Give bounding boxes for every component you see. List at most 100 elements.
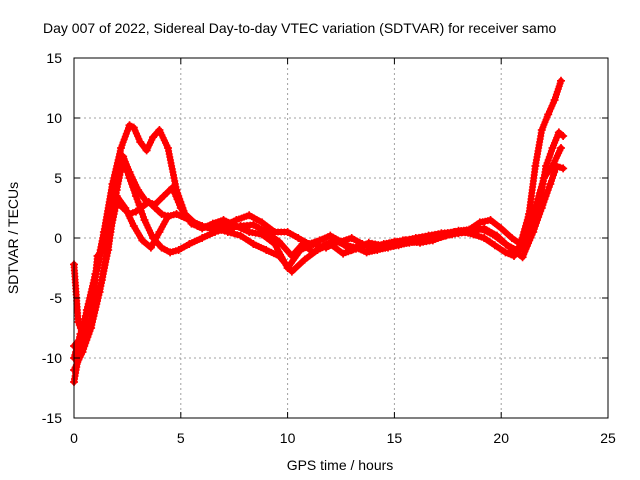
data-point [249,240,258,248]
data-point [467,228,476,236]
data-point [176,204,185,212]
data-point [257,218,266,227]
data-point [546,180,555,188]
x-tick-label: 0 [70,430,78,446]
data-point [97,276,106,284]
data-point [185,240,194,248]
data-point [339,249,348,258]
data-point [287,267,296,276]
data-point [134,186,143,194]
data-point [270,240,279,248]
data-point [245,211,254,220]
data-point [232,222,241,230]
data-point [294,234,303,242]
data-point [129,222,138,230]
data-point [129,123,138,132]
data-point [480,234,489,242]
data-point [507,234,516,242]
data-point [116,144,125,152]
data-point [151,204,160,212]
data-point [544,110,553,119]
data-point [74,318,83,326]
y-tick-label: 0 [54,230,62,246]
data-point [168,183,177,192]
y-tick-label: 15 [46,50,62,66]
data-point [300,255,309,264]
data-point [142,146,151,155]
data-point [537,126,546,134]
data-point [119,204,128,212]
data-point [416,238,425,247]
data-point [149,133,158,142]
data-point [557,76,566,85]
y-tick-label: 5 [54,170,62,186]
data-point [326,231,335,240]
data-point [157,210,166,218]
data-point [138,236,147,245]
data-point [245,228,254,236]
data-point [351,244,360,253]
data-point [480,224,489,233]
data-point [486,216,495,224]
data-point [364,238,373,247]
data-point [559,132,568,140]
data-point [236,231,245,240]
series-track-e [70,198,172,344]
data-point [552,162,561,170]
data-point [166,248,175,257]
data-point [106,228,115,236]
data-point [125,210,134,218]
data-point [125,121,134,130]
y-tick-label: -5 [50,290,63,306]
data-point [155,126,164,134]
data-point [155,228,164,236]
data-point [347,234,356,242]
data-point [377,241,386,250]
data-point [99,246,108,254]
axis-ticks: 0 5 10 15 20 25 -15 -10 -5 0 5 10 15 [42,50,616,446]
data-point [490,241,499,250]
data-point [93,252,102,260]
data-point [518,253,527,262]
y-tick-label: -10 [42,350,62,366]
data-point [283,228,292,236]
data-point [163,144,172,152]
data-point [87,318,96,326]
data-point [174,246,183,254]
data-point [497,224,506,233]
data-point [262,246,271,254]
data-point [548,144,557,152]
chart-title: Day 007 of 2022, Sidereal Day-to-day VTE… [43,20,556,36]
data-point [275,252,284,260]
data-point [157,243,166,252]
data-point [210,224,219,233]
data-point [146,243,155,252]
data-point [136,138,145,146]
data-point [159,192,168,200]
data-point [505,243,514,252]
x-axis-title: GPS time / hours [287,457,394,473]
data-point [428,236,437,245]
data-point [198,222,207,230]
data-point [112,198,121,206]
data-point [362,248,371,257]
data-point [144,198,153,206]
data-point [550,96,559,104]
data-point [163,212,172,221]
data-point [539,174,548,182]
data-point [125,168,134,176]
y-tick-label: -15 [42,410,62,426]
data-point [529,228,538,236]
data-point [531,162,540,170]
data-point [326,240,335,248]
data-point [334,237,343,246]
y-axis-title: SDTVAR / TECUs [5,182,21,294]
data-point [441,231,450,240]
data-point [403,237,412,246]
data-point [223,228,232,236]
data-point [140,216,149,224]
data-point [131,192,140,200]
x-tick-label: 10 [280,430,296,446]
data-point [110,180,119,188]
